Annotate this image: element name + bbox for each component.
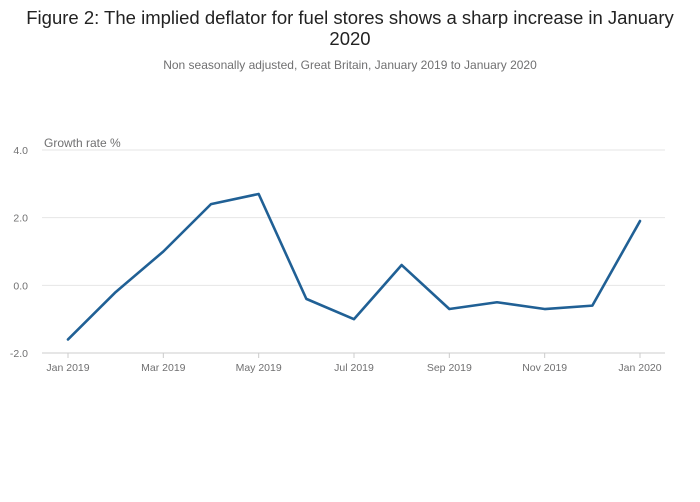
data-point[interactable] xyxy=(398,261,406,269)
y-axis-ticks: 4.0 2.0 0.0 -2.0 xyxy=(10,145,28,360)
x-tick-label: Jan 2019 xyxy=(46,362,89,374)
data-point[interactable] xyxy=(302,295,310,303)
data-point[interactable] xyxy=(64,335,72,343)
y-tick-label: -2.0 xyxy=(10,348,28,360)
data-point[interactable] xyxy=(636,217,644,225)
x-tick-label: Nov 2019 xyxy=(522,362,567,374)
data-point[interactable] xyxy=(541,305,549,313)
x-tick-label: Mar 2019 xyxy=(141,362,186,374)
data-point[interactable] xyxy=(445,305,453,313)
y-axis-title: Growth rate % xyxy=(44,136,121,150)
chart-subtitle: Non seasonally adjusted, Great Britain, … xyxy=(163,58,537,72)
data-point[interactable] xyxy=(493,298,501,306)
data-point[interactable] xyxy=(207,200,215,208)
x-axis-ticks: Jan 2019 Mar 2019 May 2019 Jul 2019 Sep 2019… xyxy=(46,353,662,374)
x-tick-label: May 2019 xyxy=(236,362,282,374)
y-tick-label: 4.0 xyxy=(13,145,28,157)
x-tick-label: Jan 2020 xyxy=(618,362,661,374)
series-line xyxy=(66,192,642,341)
data-point[interactable] xyxy=(255,190,263,198)
x-tick-label: Sep 2019 xyxy=(427,362,472,374)
y-tick-label: 2.0 xyxy=(13,213,28,225)
chart-title: Figure 2: The implied deflator for fuel … xyxy=(26,7,674,49)
x-tick-label: Jul 2019 xyxy=(334,362,374,374)
data-point[interactable] xyxy=(112,288,120,296)
data-point[interactable] xyxy=(350,315,358,323)
data-point[interactable] xyxy=(588,302,596,310)
series-layer xyxy=(64,190,644,343)
data-point[interactable] xyxy=(159,248,167,256)
y-tick-label: 0.0 xyxy=(13,280,28,292)
